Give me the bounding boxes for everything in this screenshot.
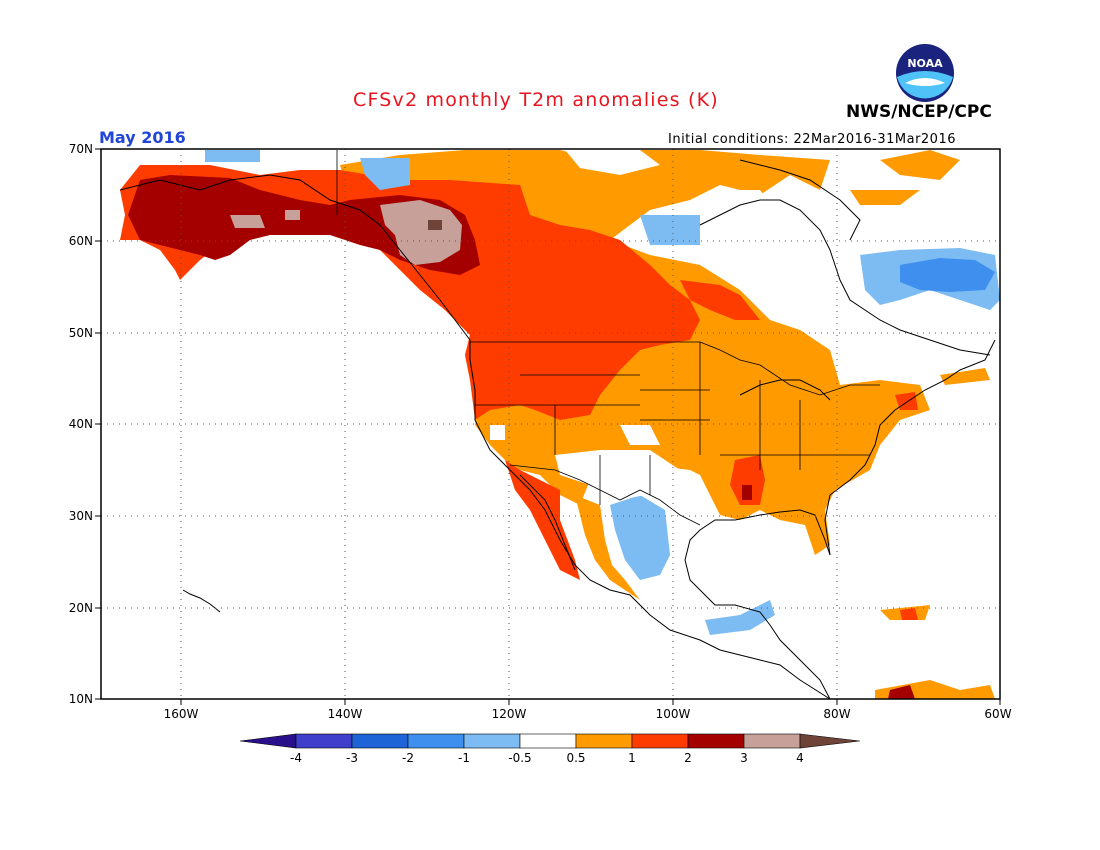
- noaa-logo: NOAA: [896, 44, 954, 102]
- map-panel: 70N 60N 50N 40N 30N 20N 10N 160W 140W 12…: [69, 142, 1012, 721]
- chart-title: CFSv2 monthly T2m anomalies (K): [353, 89, 719, 111]
- initial-conditions: Initial conditions: 22Mar2016-31Mar2016: [668, 132, 956, 147]
- colorbar-segment: [295, 733, 353, 749]
- latitude-labels: 70N 60N 50N 40N 30N 20N 10N: [69, 142, 93, 706]
- colorbar-tick-label: 2: [684, 751, 692, 765]
- coastlines: [119, 159, 996, 700]
- colorbar-segment: [631, 733, 689, 749]
- neutral-patches: [490, 150, 820, 505]
- lon-label: 80W: [823, 707, 850, 721]
- lat-label: 70N: [69, 142, 93, 156]
- colorbar-tick-label: 4: [796, 751, 804, 765]
- lat-label: 60N: [69, 234, 93, 248]
- colorbar-segment: [799, 733, 861, 749]
- colorbar-tick-label: -2: [402, 751, 414, 765]
- noaa-logo-text: NOAA: [907, 57, 943, 70]
- lat-label: 40N: [69, 417, 93, 431]
- colorbar-tick-label: 0.5: [566, 751, 585, 765]
- anomaly-region-neg1-neg2: [900, 258, 995, 292]
- valid-month: May 2016: [99, 128, 186, 147]
- lon-label: 60W: [984, 707, 1011, 721]
- anomaly-region-1-2: [120, 165, 918, 620]
- anomaly-region-gt4: [428, 220, 442, 230]
- colorbar-segment: [687, 733, 745, 749]
- colorbar-segment: [519, 733, 577, 749]
- colorbar-tick-label: -0.5: [508, 751, 531, 765]
- colorbar-segment: [463, 733, 521, 749]
- lat-label: 10N: [69, 692, 93, 706]
- colorbar-tick-label: -1: [458, 751, 470, 765]
- lon-label: 120W: [492, 707, 527, 721]
- colorbar-tick-label: 3: [740, 751, 748, 765]
- anomaly-region-2-3: [128, 175, 915, 699]
- colorbar-tick-label: -4: [290, 751, 302, 765]
- colorbar: -4 -3 -2 -1 -0.5 0.5 1 2 3 4: [239, 733, 861, 765]
- longitude-labels: 160W 140W 120W 100W 80W 60W: [164, 707, 1012, 721]
- colorbar-tick-label: -3: [346, 751, 358, 765]
- lon-label: 100W: [656, 707, 691, 721]
- lat-label: 50N: [69, 326, 93, 340]
- organization-label: NWS/NCEP/CPC: [846, 102, 992, 122]
- anomaly-region-3-4: [230, 200, 462, 265]
- axis-ticks: [95, 148, 1001, 705]
- lon-label: 160W: [164, 707, 199, 721]
- colorbar-segment: [575, 733, 633, 749]
- political-borders: [336, 150, 880, 526]
- lon-label: 140W: [328, 707, 363, 721]
- lat-label: 20N: [69, 601, 93, 615]
- colorbar-tick-label: 1: [628, 751, 636, 765]
- colorbar-segment: [407, 733, 465, 749]
- colorbar-segment: [351, 733, 409, 749]
- lat-label: 30N: [69, 509, 93, 523]
- colorbar-segment: [743, 733, 801, 749]
- colorbar-segment: [239, 733, 297, 749]
